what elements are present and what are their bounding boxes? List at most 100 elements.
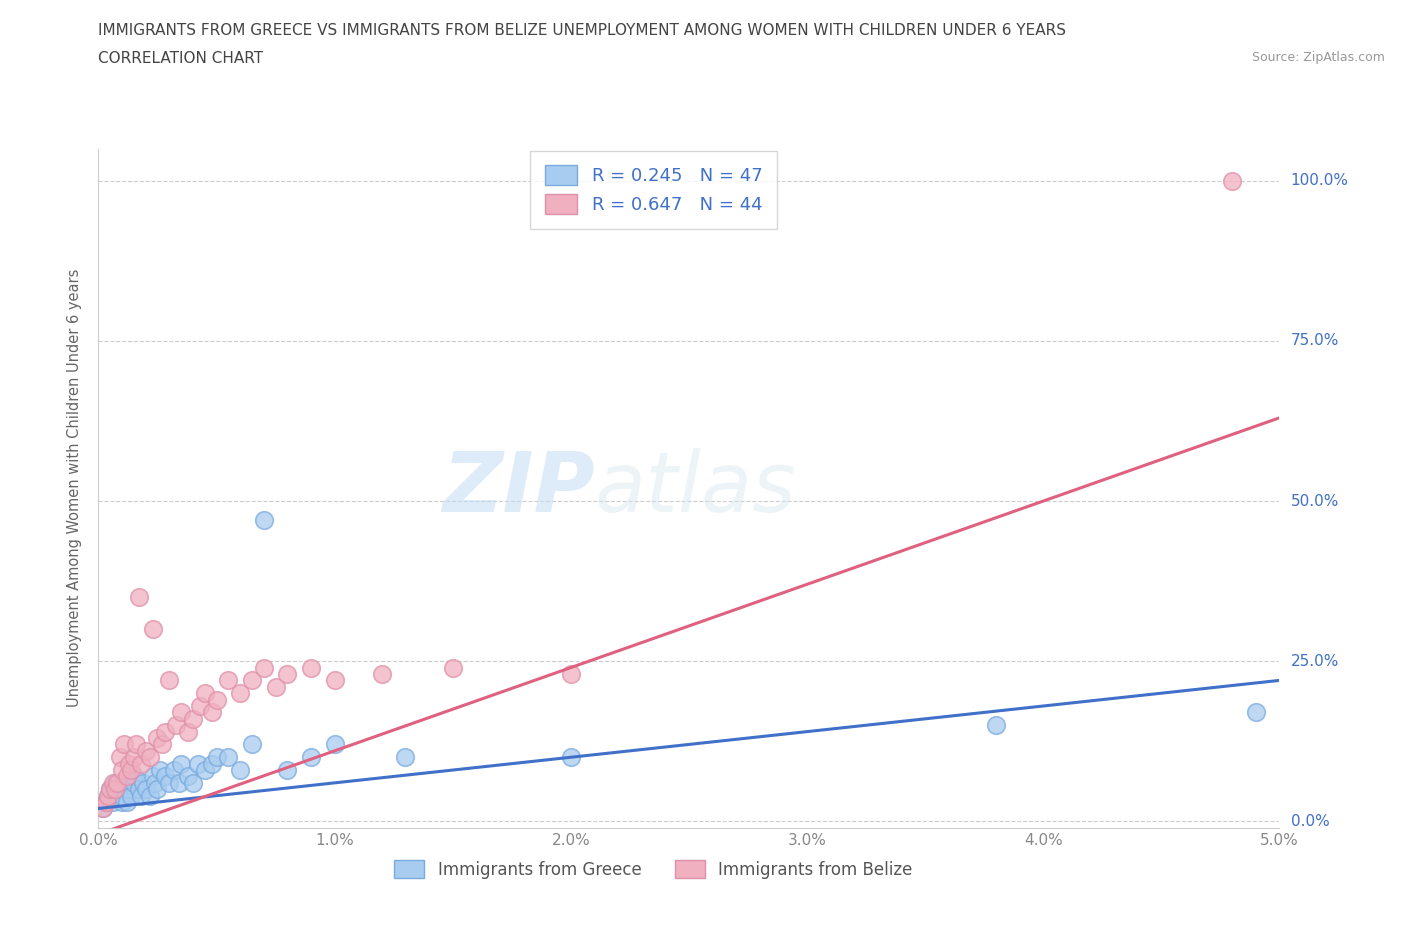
Point — [98, 782, 121, 797]
Point — [240, 673, 263, 688]
Point — [153, 724, 176, 739]
Point — [177, 724, 200, 739]
Point — [240, 737, 263, 751]
Point — [115, 794, 138, 809]
Point — [205, 750, 228, 764]
Point — [122, 769, 145, 784]
Point — [118, 756, 141, 771]
Point — [194, 763, 217, 777]
Point — [299, 660, 322, 675]
Text: 25.0%: 25.0% — [1291, 654, 1339, 669]
Y-axis label: Unemployment Among Women with Children Under 6 years: Unemployment Among Women with Children U… — [67, 269, 83, 708]
Point — [128, 782, 150, 797]
Point — [115, 769, 138, 784]
Point — [98, 782, 121, 797]
Legend: Immigrants from Greece, Immigrants from Belize: Immigrants from Greece, Immigrants from … — [387, 852, 921, 887]
Point — [163, 763, 186, 777]
Point — [157, 673, 180, 688]
Point — [111, 789, 134, 804]
Point — [111, 794, 134, 809]
Point — [97, 789, 120, 804]
Point — [276, 667, 298, 682]
Point — [264, 679, 287, 694]
Text: Source: ZipAtlas.com: Source: ZipAtlas.com — [1251, 51, 1385, 64]
Point — [1220, 173, 1243, 188]
Point — [101, 776, 124, 790]
Point — [253, 512, 276, 527]
Point — [142, 769, 165, 784]
Point — [111, 763, 134, 777]
Point — [121, 789, 143, 804]
Point — [276, 763, 298, 777]
Point — [323, 673, 346, 688]
Point — [101, 794, 124, 809]
Point — [984, 718, 1007, 733]
Point — [1244, 705, 1267, 720]
Text: CORRELATION CHART: CORRELATION CHART — [98, 51, 263, 66]
Point — [146, 731, 169, 746]
Point — [560, 667, 582, 682]
Point — [157, 776, 180, 790]
Point — [201, 756, 224, 771]
Point — [108, 750, 131, 764]
Point — [181, 776, 204, 790]
Point — [194, 685, 217, 700]
Point — [122, 776, 145, 790]
Text: 0.0%: 0.0% — [1291, 814, 1329, 829]
Point — [217, 673, 239, 688]
Text: ZIP: ZIP — [441, 447, 595, 529]
Point — [205, 692, 228, 707]
Point — [170, 705, 193, 720]
Text: 75.0%: 75.0% — [1291, 334, 1339, 349]
Point — [146, 782, 169, 797]
Point — [143, 776, 166, 790]
Point — [91, 801, 114, 816]
Point — [441, 660, 464, 675]
Point — [139, 789, 162, 804]
Point — [111, 776, 134, 790]
Point — [94, 794, 117, 809]
Text: atlas: atlas — [595, 447, 796, 529]
Point — [132, 776, 155, 790]
Point — [91, 801, 114, 816]
Point — [129, 789, 152, 804]
Point — [229, 685, 252, 700]
Point — [217, 750, 239, 764]
Point — [153, 769, 176, 784]
Point — [104, 782, 127, 797]
Point — [128, 590, 150, 604]
Point — [108, 782, 131, 797]
Point — [125, 737, 148, 751]
Point — [105, 776, 128, 790]
Point — [394, 750, 416, 764]
Point — [167, 776, 190, 790]
Point — [94, 794, 117, 809]
Point — [97, 789, 120, 804]
Point — [187, 756, 209, 771]
Point — [371, 667, 394, 682]
Point — [112, 737, 135, 751]
Point — [149, 763, 172, 777]
Text: IMMIGRANTS FROM GREECE VS IMMIGRANTS FROM BELIZE UNEMPLOYMENT AMONG WOMEN WITH C: IMMIGRANTS FROM GREECE VS IMMIGRANTS FRO… — [98, 23, 1066, 38]
Text: 100.0%: 100.0% — [1291, 173, 1348, 188]
Point — [299, 750, 322, 764]
Point — [150, 737, 173, 751]
Point — [104, 776, 127, 790]
Point — [122, 750, 145, 764]
Point — [177, 769, 200, 784]
Point — [105, 789, 128, 804]
Point — [253, 660, 276, 675]
Point — [118, 782, 141, 797]
Point — [201, 705, 224, 720]
Point — [139, 750, 162, 764]
Point — [181, 711, 204, 726]
Point — [165, 718, 187, 733]
Point — [121, 763, 143, 777]
Point — [560, 750, 582, 764]
Point — [135, 782, 157, 797]
Point — [135, 743, 157, 758]
Point — [170, 756, 193, 771]
Point — [142, 622, 165, 637]
Text: 50.0%: 50.0% — [1291, 494, 1339, 509]
Point — [129, 756, 152, 771]
